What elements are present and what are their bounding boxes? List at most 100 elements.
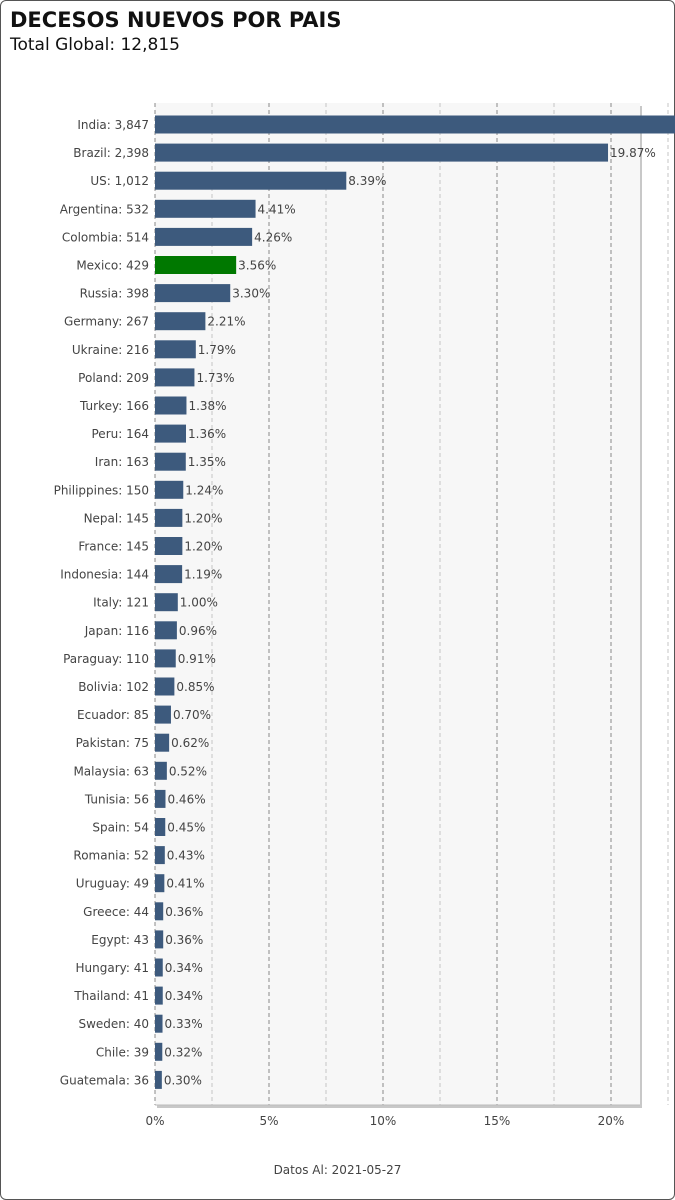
bar-poland: [155, 368, 195, 387]
country-label: Chile: 39: [96, 1045, 149, 1059]
bar-greece: [155, 902, 164, 921]
bar-indonesia: [155, 565, 183, 584]
country-label: US: 1,012: [90, 174, 149, 188]
bar-iran: [155, 452, 186, 471]
country-label: Pakistan: 75: [76, 736, 149, 750]
bar-ecuador: [155, 705, 171, 724]
bar-turkey: [155, 396, 187, 415]
country-label: Peru: 164: [92, 427, 150, 441]
value-label: 0.34%: [165, 961, 203, 975]
bar-italy: [155, 593, 178, 612]
bar-chile: [155, 1042, 163, 1061]
bar-romania: [155, 846, 165, 865]
bar-tunisia: [155, 789, 166, 808]
x-tick-label: 20%: [598, 1114, 625, 1128]
value-label: 0.45%: [167, 821, 205, 835]
bar-spain: [155, 818, 166, 836]
value-label: 0.91%: [178, 652, 216, 666]
bar-ukraine: [155, 340, 196, 359]
country-label: Spain: 54: [92, 821, 149, 835]
bar-mexico: [155, 256, 237, 274]
value-label: 0.96%: [179, 624, 217, 638]
bar-hungary: [155, 958, 163, 977]
country-label: Japan: 116: [84, 624, 149, 638]
bar-paraguay: [155, 649, 176, 668]
country-label: Ukraine: 216: [72, 343, 149, 357]
country-label: Italy: 121: [93, 596, 149, 610]
country-label: Mexico: 429: [76, 259, 149, 273]
country-label: Malaysia: 63: [73, 764, 149, 778]
country-label: France: 145: [78, 540, 149, 554]
bar-france: [155, 537, 183, 555]
country-label: Uruguay: 49: [76, 877, 149, 891]
country-label: Romania: 52: [73, 849, 149, 863]
country-label: Russia: 398: [80, 287, 149, 301]
bar-egypt: [155, 930, 164, 949]
bar-pakistan: [155, 733, 170, 752]
bar-colombia: [155, 227, 253, 246]
value-label: 4.41%: [258, 202, 296, 216]
bar-india: [155, 115, 675, 134]
x-tick-label: 10%: [370, 1114, 397, 1128]
value-label: 1.79%: [198, 343, 236, 357]
value-label: 1.24%: [185, 483, 223, 497]
value-label: 0.85%: [176, 680, 214, 694]
value-label: 4.26%: [254, 230, 292, 244]
value-label: 1.35%: [188, 455, 226, 469]
value-label: 3.30%: [232, 287, 270, 301]
country-label: Poland: 209: [78, 371, 149, 385]
country-label: Germany: 267: [64, 315, 149, 329]
bar-nepal: [155, 508, 183, 527]
value-label: 1.36%: [188, 427, 226, 441]
value-label: 1.20%: [184, 540, 222, 554]
country-label: Colombia: 514: [62, 230, 149, 244]
country-label: Philippines: 150: [54, 483, 149, 497]
country-label: Tunisia: 56: [84, 792, 149, 806]
bar-japan: [155, 621, 177, 640]
country-label: Nepal: 145: [84, 511, 149, 525]
country-label: Indonesia: 144: [60, 568, 149, 582]
bar-argentina: [155, 199, 256, 218]
data-date-footer: Datos Al: 2021-05-27: [273, 1163, 402, 1177]
country-label: Argentina: 532: [60, 202, 149, 216]
country-label: India: 3,847: [77, 118, 149, 132]
bar-brazil: [155, 143, 609, 162]
country-label: Brazil: 2,398: [73, 146, 149, 160]
value-label: 0.52%: [169, 764, 207, 778]
bar-uruguay: [155, 874, 165, 893]
x-tick-label: 5%: [259, 1114, 278, 1128]
country-label: Egypt: 43: [91, 933, 149, 947]
country-label: Greece: 44: [83, 905, 149, 919]
country-label: Bolivia: 102: [78, 680, 149, 694]
value-label: 1.20%: [184, 511, 222, 525]
bar-guatemala: [155, 1070, 162, 1089]
value-label: 0.46%: [167, 792, 205, 806]
bar-thailand: [155, 986, 163, 1005]
plot-area: [155, 103, 640, 1105]
value-label: 1.73%: [196, 371, 234, 385]
value-label: 19.87%: [610, 146, 656, 160]
country-label: Thailand: 41: [73, 989, 149, 1003]
value-label: 2.21%: [207, 315, 245, 329]
value-label: 0.30%: [164, 1073, 202, 1087]
bar-us: [155, 171, 347, 190]
value-label: 0.43%: [167, 849, 205, 863]
value-label: 0.33%: [165, 1017, 203, 1031]
value-label: 0.34%: [165, 989, 203, 1003]
value-label: 3.56%: [238, 259, 276, 273]
country-label: Ecuador: 85: [77, 708, 149, 722]
chart-title: DECESOS NUEVOS POR PAIS: [10, 8, 342, 32]
bar-peru: [155, 424, 187, 443]
bar-germany: [155, 312, 206, 331]
country-label: Turkey: 166: [79, 399, 149, 413]
value-label: 0.32%: [164, 1045, 202, 1059]
x-tick-label: 15%: [484, 1114, 511, 1128]
value-label: 0.36%: [165, 933, 203, 947]
bar-bolivia: [155, 677, 175, 696]
value-label: 1.19%: [184, 568, 222, 582]
bar-malaysia: [155, 761, 167, 780]
country-label: Iran: 163: [95, 455, 149, 469]
chart-subtitle: Total Global: 12,815: [10, 35, 180, 55]
value-label: 8.39%: [348, 174, 386, 188]
country-label: Guatemala: 36: [60, 1073, 149, 1087]
